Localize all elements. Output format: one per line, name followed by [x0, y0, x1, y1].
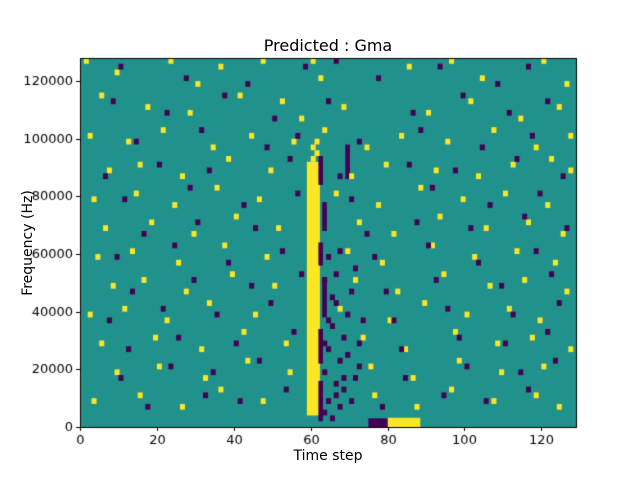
x-axis-label: Time step: [293, 448, 363, 464]
chart-title: Predicted : Gma: [263, 36, 393, 55]
y-axis-label: Frequency (Hz): [20, 190, 36, 296]
